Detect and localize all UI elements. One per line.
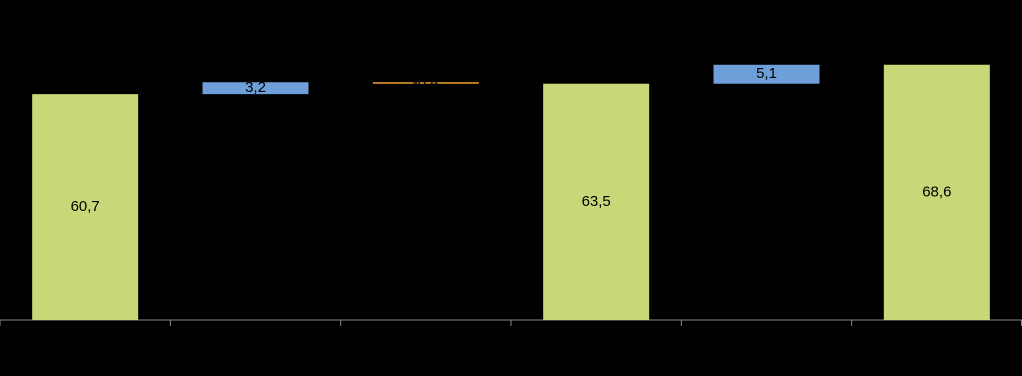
value-label: 60,7	[71, 198, 100, 215]
value-label: -0,4	[413, 74, 439, 91]
value-label: 3,2	[245, 79, 266, 96]
bar	[883, 64, 990, 320]
bar	[713, 64, 820, 84]
value-label: 63,5	[582, 193, 611, 210]
value-label: 5,1	[756, 65, 777, 82]
bar	[372, 82, 479, 84]
value-label: 68,6	[922, 183, 951, 200]
bar	[202, 82, 309, 95]
bar	[32, 94, 139, 321]
bar	[543, 83, 650, 320]
